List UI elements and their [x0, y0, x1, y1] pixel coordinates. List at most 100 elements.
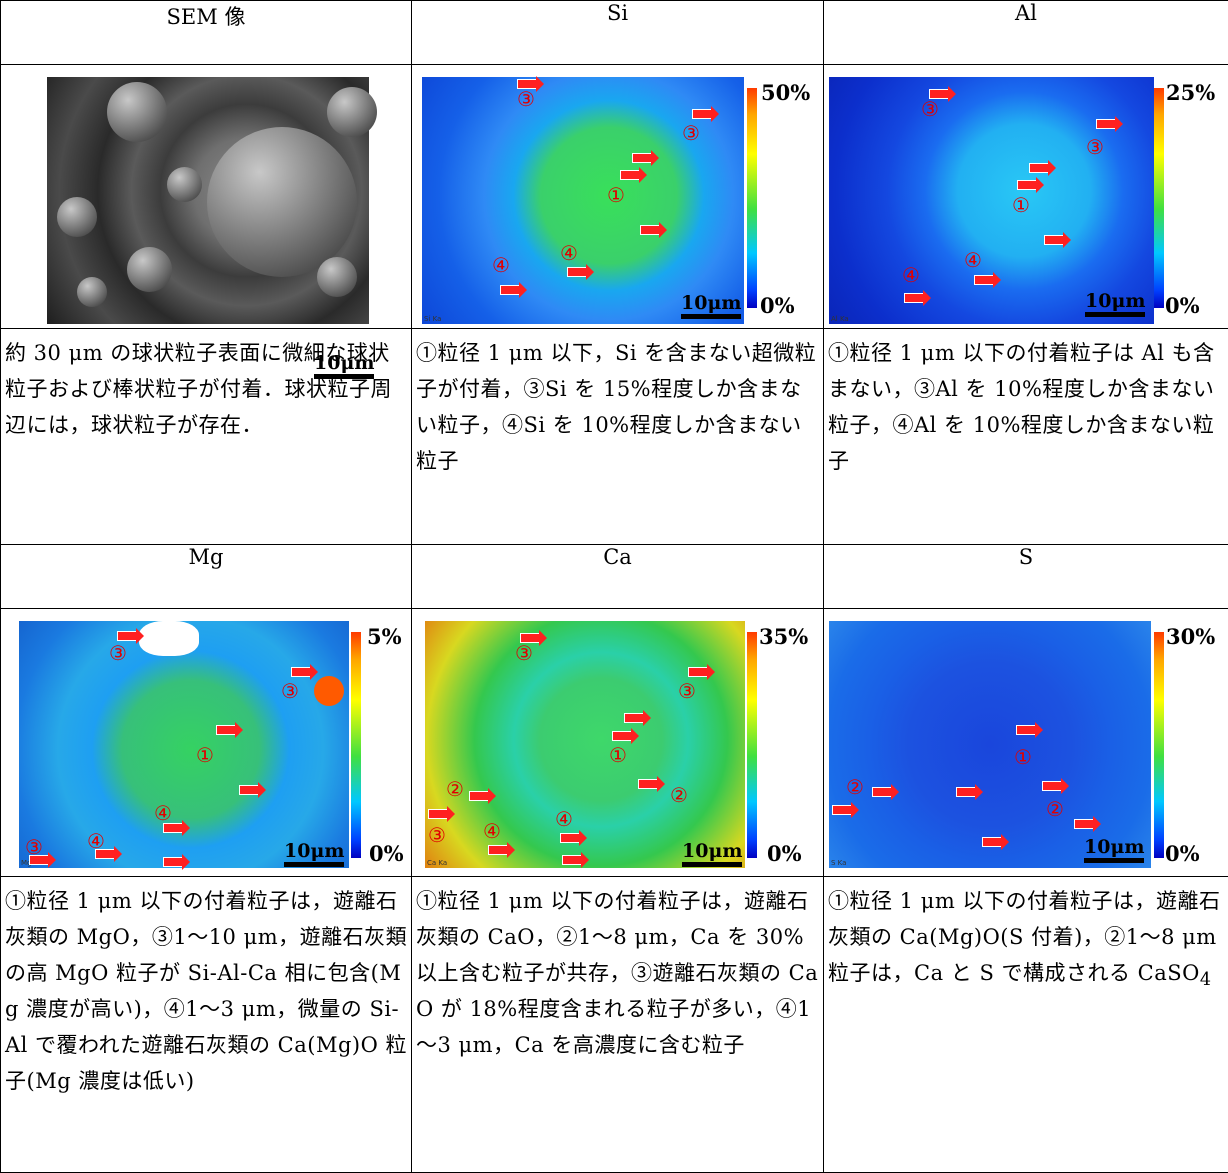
arrow-icon	[29, 855, 49, 865]
arrow-icon	[239, 785, 259, 795]
arrow-icon	[1044, 235, 1064, 245]
arrow-icon	[632, 153, 652, 163]
arrow-icon	[216, 725, 236, 735]
header-mg: Mg	[1, 545, 412, 609]
legend-min: 0%	[1165, 293, 1200, 318]
description-text: ①粒径 1 μm 以下の付着粒子は，遊離石灰類の Ca(Mg)O(S 付着)，②…	[824, 877, 1228, 998]
arrow-icon	[95, 849, 115, 859]
marker-3: ③	[1086, 137, 1104, 157]
header-s: S	[824, 545, 1228, 609]
arrow-icon	[1029, 163, 1049, 173]
header-sem: SEM 像	[1, 1, 412, 65]
legend-max: 25%	[1166, 80, 1215, 105]
arrow-icon	[117, 631, 137, 641]
legend-max: 30%	[1166, 624, 1215, 649]
description-text: 約 30 μm の球状粒子表面に微細な球状粒子および棒状粒子が付着．球状粒子周辺…	[1, 329, 411, 443]
arrow-icon	[638, 779, 658, 789]
mg-map-cell: Mg Ka ③ ③ ① ④ ④ ③ 10μm 5%	[1, 609, 412, 877]
map-tag: Al Ka	[831, 315, 849, 323]
scale-label: 10μm	[1085, 290, 1145, 312]
map-tag: S Ka	[831, 859, 846, 867]
arrow-icon	[832, 805, 852, 815]
color-legend	[747, 632, 757, 858]
arrow-icon	[1096, 119, 1116, 129]
marker-3: ③	[678, 681, 696, 701]
marker-4: ④	[964, 250, 982, 270]
color-legend	[351, 632, 361, 858]
arrow-icon	[624, 713, 644, 723]
scale-bar-mg: 10μm	[284, 841, 344, 861]
si-map-cell: Si Ka ③ ③ ① ④ ④ 10μm 50% 0%	[412, 65, 824, 329]
map-tag: Ca Ka	[427, 859, 447, 867]
marker-4: ④	[902, 265, 920, 285]
arrow-icon	[291, 667, 311, 677]
scale-bar-ca: 10μm	[682, 841, 742, 861]
legend-max: 5%	[367, 624, 402, 649]
marker-4: ④	[483, 821, 501, 841]
marker-4: ④	[555, 809, 573, 829]
header-al: Al	[824, 1, 1228, 65]
header-ca: Ca	[412, 545, 824, 609]
marker-3: ③	[109, 643, 127, 663]
scale-bar-si: 10μm	[681, 293, 741, 313]
arrow-icon	[488, 845, 508, 855]
arrow-icon	[982, 837, 1002, 847]
marker-1: ①	[196, 745, 214, 765]
arrow-icon	[1074, 819, 1094, 829]
si-description: ①粒径 1 μm 以下，Si を含まない超微粒子が付着，③Si を 15%程度し…	[412, 329, 824, 545]
arrow-icon	[560, 833, 580, 843]
marker-3: ③	[517, 89, 535, 109]
scale-bar-sem: 10μm	[314, 353, 374, 373]
sem-image-cell: 10μm	[1, 65, 412, 329]
scale-label: 10μm	[314, 352, 374, 374]
arrow-icon	[1017, 180, 1037, 190]
marker-2: ②	[670, 785, 688, 805]
s-map: S Ka	[829, 621, 1151, 868]
arrow-icon	[520, 633, 540, 643]
al-map: Al Ka	[829, 77, 1154, 324]
legend-max: 50%	[761, 80, 810, 105]
legend-min: 0%	[760, 293, 795, 318]
arrow-icon	[904, 293, 924, 303]
color-legend	[747, 88, 757, 308]
arrow-icon	[428, 809, 448, 819]
arrow-icon	[956, 787, 976, 797]
marker-3: ③	[25, 837, 43, 857]
al-map-cell: Al Ka ③ ③ ① ④ ④ 10μm 25% 0%	[824, 65, 1228, 329]
legend-min: 0%	[369, 841, 404, 866]
s-description: ①粒径 1 μm 以下の付着粒子は，遊離石灰類の Ca(Mg)O(S 付着)，②…	[824, 877, 1228, 1173]
ca-map-cell: Ca Ka ③ ③ ① ② ② ④ ④ ③	[412, 609, 824, 877]
marker-4: ④	[560, 243, 578, 263]
s-map-cell: S Ka ① ② ② 10μm 30% 0%	[824, 609, 1228, 877]
arrow-icon	[872, 787, 892, 797]
arrow-icon	[562, 855, 582, 865]
marker-2: ②	[846, 777, 864, 797]
marker-3: ③	[921, 99, 939, 119]
arrow-icon	[1042, 781, 1062, 791]
marker-1: ①	[1012, 195, 1030, 215]
mg-description: ①粒径 1 μm 以下の付着粒子は，遊離石灰類の MgO，③1～10 μm，遊離…	[1, 877, 412, 1173]
marker-2: ②	[446, 779, 464, 799]
arrow-icon	[640, 225, 660, 235]
arrow-icon	[692, 109, 712, 119]
scale-label: 10μm	[1084, 836, 1144, 858]
marker-1: ①	[607, 185, 625, 205]
color-legend	[1154, 88, 1164, 308]
scale-label: 10μm	[284, 840, 344, 862]
marker-3: ③	[682, 123, 700, 143]
arrow-icon	[974, 275, 994, 285]
description-main: ①粒径 1 μm 以下の付着粒子は，遊離石灰類の Ca(Mg)O(S 付着)，②…	[828, 889, 1220, 985]
subscript-4: 4	[1200, 970, 1212, 990]
legend-max: 35%	[759, 624, 808, 649]
scale-label: 10μm	[681, 292, 741, 314]
marker-4: ④	[492, 255, 510, 275]
color-legend	[1154, 632, 1164, 858]
sem-image	[47, 77, 369, 324]
description-text: ①粒径 1 μm 以下の付着粒子は，遊離石灰類の CaO，②1～8 μm，Ca …	[412, 877, 823, 1063]
al-description: ①粒径 1 μm 以下の付着粒子は Al も含まない，③Al を 10%程度しか…	[824, 329, 1228, 545]
map-tag: Si Ka	[424, 315, 441, 323]
marker-3: ③	[428, 825, 446, 845]
marker-1: ①	[609, 745, 627, 765]
arrow-icon	[929, 89, 949, 99]
